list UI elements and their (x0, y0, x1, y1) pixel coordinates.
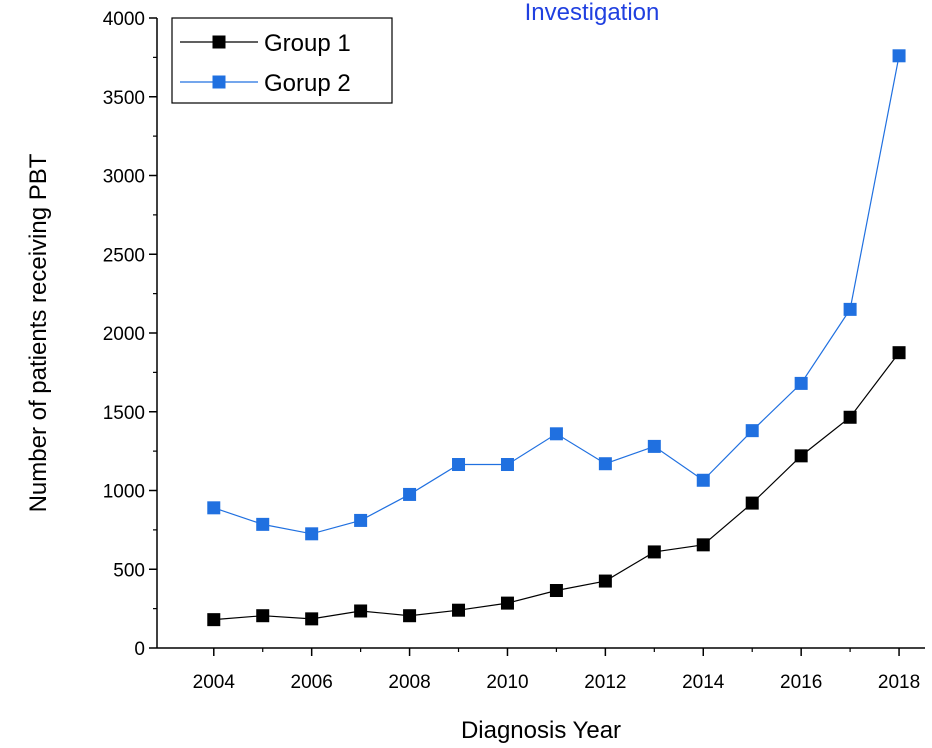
point (843, 302, 857, 316)
x-tick-label: 2010 (486, 672, 528, 693)
legend-box (171, 17, 393, 104)
x-tick-label: 2018 (878, 672, 920, 693)
y-tick-label: 4000 (103, 9, 145, 30)
y-tick-label: 2000 (103, 324, 145, 345)
y-tick-label: 0 (134, 639, 145, 660)
legend-marker (212, 75, 226, 89)
point (500, 458, 514, 472)
y-axis-label: Number of patients receiving PBT (25, 153, 52, 512)
legend: Group 1 Gorup 2 (171, 17, 393, 104)
point (403, 487, 417, 501)
point (549, 584, 563, 598)
point (305, 612, 319, 626)
x-tick-label: 2008 (388, 672, 430, 693)
point (305, 527, 319, 541)
x-tick-label: 2014 (682, 672, 725, 693)
x-tick-label: 2012 (584, 672, 626, 693)
legend-label: Group 1 (264, 30, 351, 57)
point (256, 609, 270, 623)
point (207, 613, 221, 627)
point (745, 424, 759, 438)
point (843, 410, 857, 424)
legend-marker (212, 35, 226, 49)
point (207, 501, 221, 515)
point (500, 596, 514, 610)
point (892, 49, 906, 63)
point (647, 439, 661, 453)
x-tick-label: 2006 (291, 672, 333, 693)
point (598, 457, 612, 471)
x-axis-label: Diagnosis Year (461, 717, 621, 744)
point (794, 376, 808, 390)
point (403, 609, 417, 623)
point (452, 458, 466, 472)
point (452, 603, 466, 617)
point (892, 346, 906, 360)
chart-title: Investigation (525, 0, 660, 26)
point (598, 574, 612, 588)
x-tick-label: 2016 (780, 672, 822, 693)
point (354, 604, 368, 618)
y-tick-label: 2500 (103, 245, 145, 266)
series-line (213, 352, 900, 621)
point (696, 473, 710, 487)
point (647, 545, 661, 559)
y-tick-label: 1500 (103, 403, 145, 424)
point (696, 538, 710, 552)
point (745, 496, 759, 510)
y-tick-label: 1000 (103, 482, 145, 503)
y-tick-label: 3000 (103, 167, 145, 188)
x-tick-label: 2004 (193, 672, 236, 693)
y-tick-label: 500 (113, 560, 145, 581)
legend-label: Gorup 2 (264, 70, 351, 97)
point (794, 449, 808, 463)
point (354, 513, 368, 527)
point (549, 427, 563, 441)
point (256, 517, 270, 531)
y-tick-label: 3500 (103, 88, 145, 109)
